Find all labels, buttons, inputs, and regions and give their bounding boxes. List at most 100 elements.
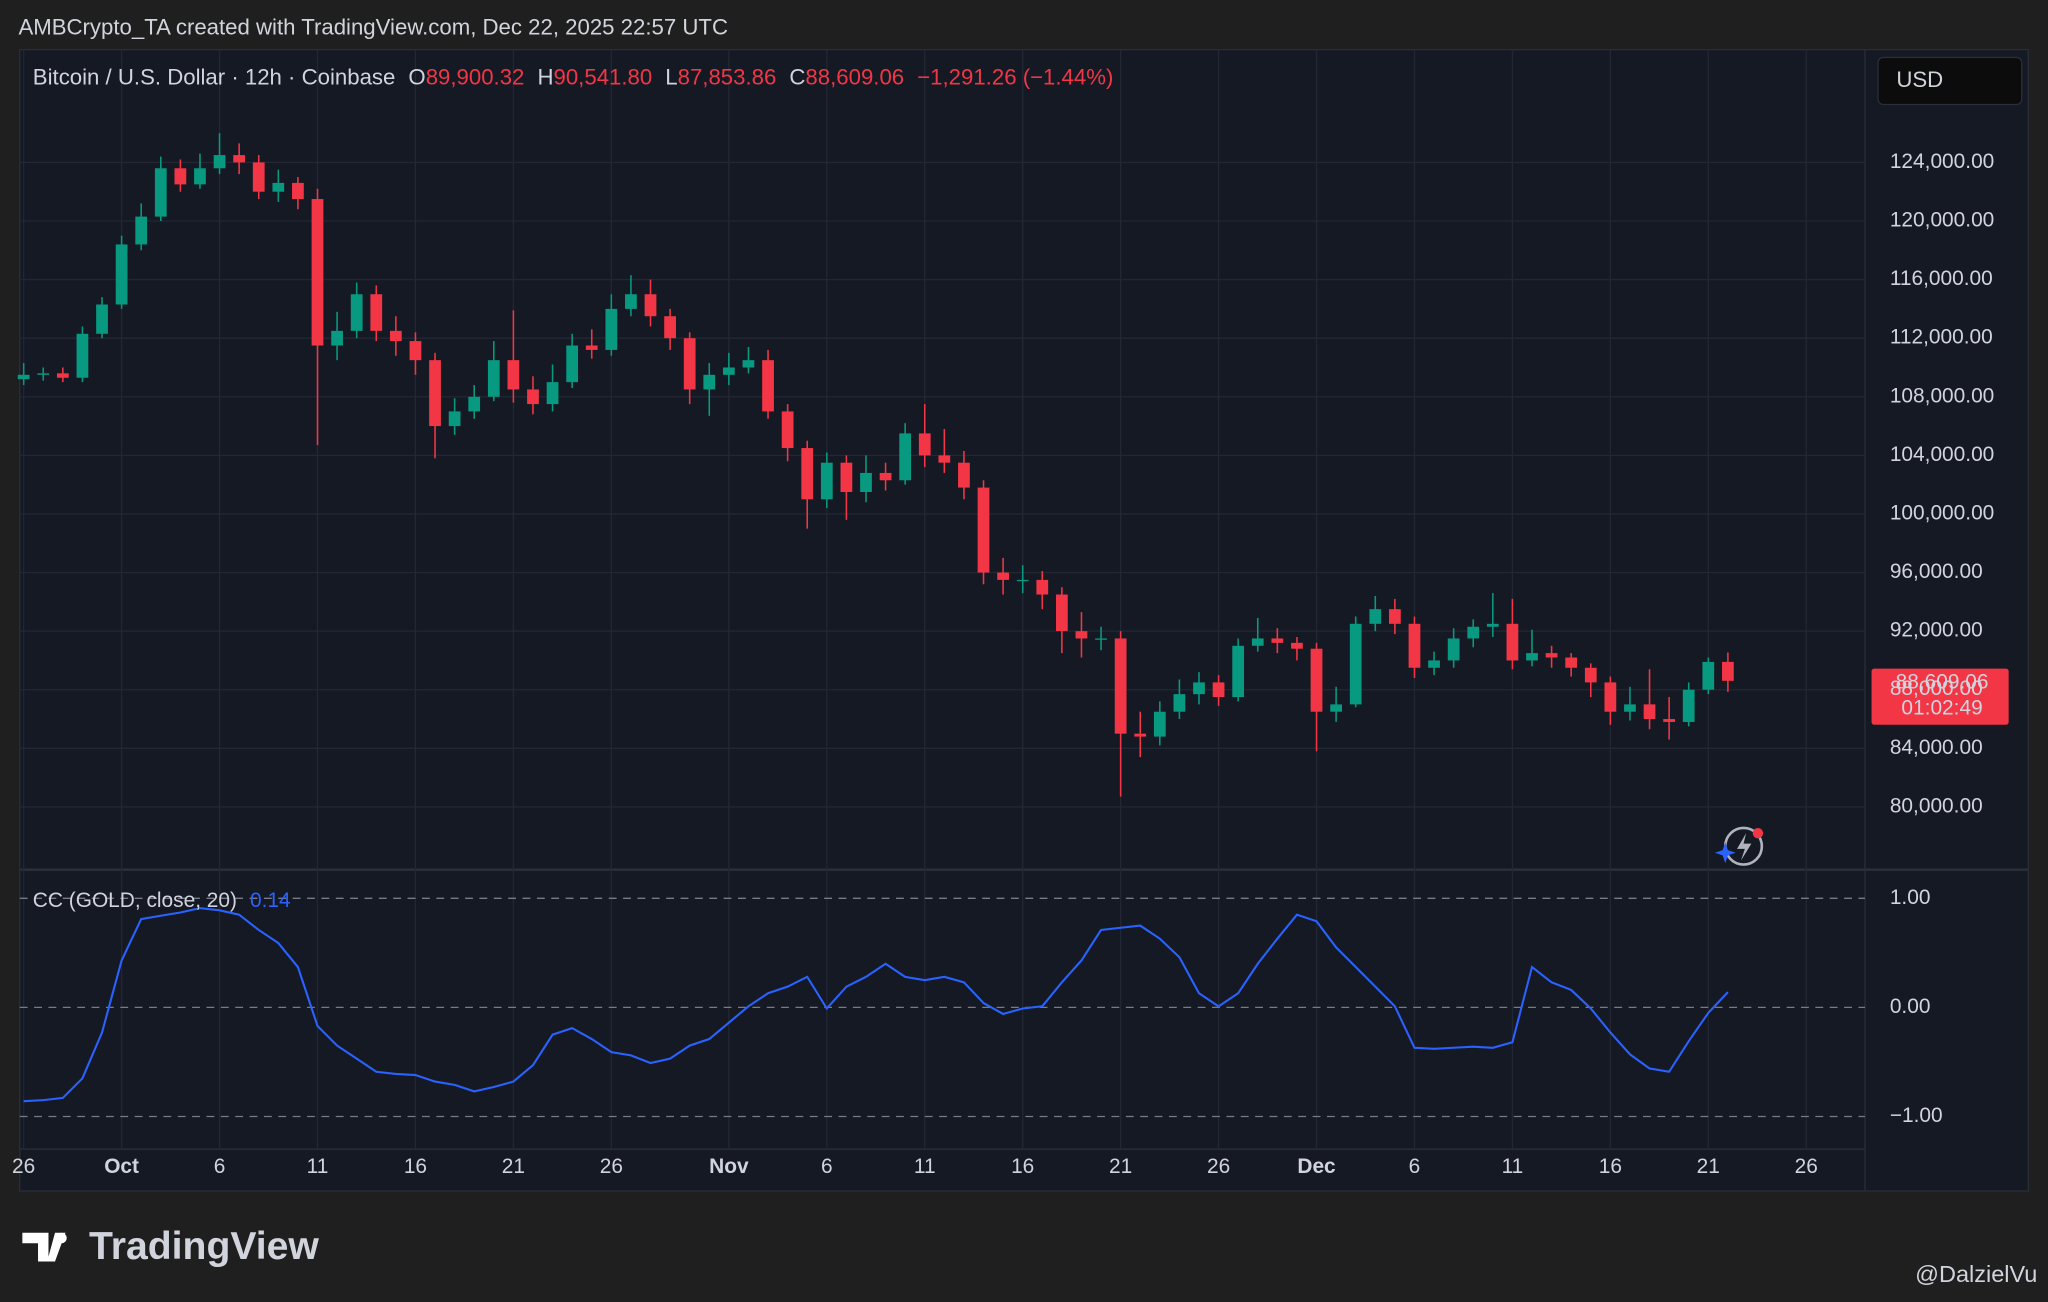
x-tick-label: 21: [502, 1155, 525, 1178]
high-label: H: [537, 64, 553, 89]
x-tick-label: 16: [404, 1155, 427, 1178]
candle-body: [625, 294, 637, 309]
candle-body: [56, 373, 69, 378]
currency-button[interactable]: [1877, 56, 2023, 106]
candle-body: [1153, 711, 1166, 737]
candle-body: [879, 472, 892, 481]
x-tick-label: 26: [1207, 1155, 1230, 1178]
candle-body: [1036, 579, 1049, 595]
candle-body: [820, 462, 833, 500]
y-tick-label: 120,000.00: [1890, 209, 1994, 232]
x-tick-label: 21: [1697, 1155, 1720, 1178]
candle-body: [17, 374, 30, 380]
candle-body: [703, 374, 716, 390]
candle-body: [448, 411, 461, 427]
x-tick-label: 6: [821, 1155, 833, 1178]
x-tick-label: 16: [1011, 1155, 1034, 1178]
candle-body: [1232, 645, 1245, 698]
candle-body: [409, 341, 422, 361]
candle-body: [252, 162, 265, 192]
x-tick-label: 11: [1502, 1155, 1524, 1178]
candle-body: [1682, 689, 1695, 722]
symbol: Bitcoin / U.S. Dollar · 12h · Coinbase: [33, 64, 396, 89]
candle-body: [1565, 657, 1578, 668]
currency-label[interactable]: USD: [1896, 67, 1943, 92]
assistant-icon[interactable]: [1714, 826, 1764, 866]
candle-body: [507, 360, 520, 390]
candle-body: [1643, 704, 1656, 720]
x-tick-label: Nov: [709, 1155, 749, 1178]
candle-body: [1271, 638, 1284, 643]
indicator-line: [23, 907, 1729, 1103]
candle-body: [1428, 660, 1440, 668]
candle-body: [1545, 653, 1558, 658]
candle-body: [1349, 623, 1362, 705]
candle-body: [233, 155, 246, 163]
candle-body: [605, 308, 618, 350]
candle-body: [546, 382, 559, 405]
candle-body: [76, 333, 89, 378]
indicator-name: CC (GOLD, close, 20): [33, 889, 237, 912]
candle-body: [860, 472, 872, 492]
candle-body: [566, 345, 579, 383]
x-tick-label: 21: [1109, 1155, 1132, 1178]
candle-body: [135, 216, 148, 245]
candle-body: [429, 360, 441, 427]
icon-dot[interactable]: [1752, 827, 1764, 839]
candle-body: [272, 182, 285, 192]
candle-body: [1114, 638, 1127, 734]
candle-body: [527, 389, 539, 405]
credit: @DalzielVu: [1915, 1261, 2037, 1287]
indicator-value: 0.14: [250, 889, 291, 912]
candle-body: [115, 244, 128, 305]
x-tick-label: 6: [1409, 1155, 1421, 1178]
y-tick-label: 116,000.00: [1890, 267, 1993, 290]
candle-body: [1506, 623, 1519, 661]
x-tick-label: 26: [1795, 1155, 1818, 1178]
x-tick-label: 11: [914, 1155, 936, 1178]
chart-area: [19, 48, 2029, 1192]
candle-body: [1447, 638, 1460, 661]
candle-body: [487, 360, 500, 397]
candle-body: [585, 345, 598, 350]
candle-body: [997, 572, 1009, 580]
candle-body: [1330, 704, 1342, 712]
candle-body: [389, 330, 402, 342]
candle-body: [468, 396, 481, 412]
x-tick-label: 26: [600, 1155, 623, 1178]
caption: AMBCrypto_TA created with TradingView.co…: [18, 15, 728, 40]
high-value: 90,541.80: [554, 64, 653, 89]
last-price-tag: [1871, 668, 2009, 725]
marks: [17, 133, 1734, 1103]
y-tick-label: 88,000.00: [1890, 677, 1983, 700]
footer-logo: TradingView: [22, 1225, 319, 1268]
icon-bolt[interactable]: [1737, 833, 1752, 861]
y-tick-label: 84,000.00: [1890, 736, 1983, 759]
legend: Bitcoin / U.S. Dollar · 12h · Coinbase O8…: [33, 64, 1114, 89]
candle-body: [1193, 682, 1205, 695]
candle-body: [762, 360, 774, 412]
candle-body: [1467, 626, 1480, 639]
candle-body: [1369, 609, 1382, 624]
candle-body: [1584, 667, 1597, 683]
candle-body: [1408, 623, 1421, 668]
candle-body: [292, 182, 304, 200]
y-tick-label: 104,000.00: [1890, 443, 1994, 466]
candle-body: [938, 455, 951, 463]
candle-body: [958, 462, 970, 488]
candle-body: [1134, 733, 1147, 737]
candle-body: [664, 316, 676, 339]
candle-body: [801, 448, 814, 500]
candle-body: [742, 360, 755, 368]
indicator-title: CC (GOLD, close, 20) 0.14: [33, 889, 291, 912]
candle-body: [781, 411, 794, 449]
x-tick-label: 6: [214, 1155, 226, 1178]
candle-body: [977, 487, 990, 573]
y-tick-label: 1.00: [1890, 886, 1931, 909]
x-tick-label: Dec: [1297, 1155, 1335, 1178]
icon-spark[interactable]: [1714, 842, 1736, 864]
y-tick-label: 108,000.00: [1890, 384, 1994, 407]
candle-body: [1095, 638, 1107, 640]
